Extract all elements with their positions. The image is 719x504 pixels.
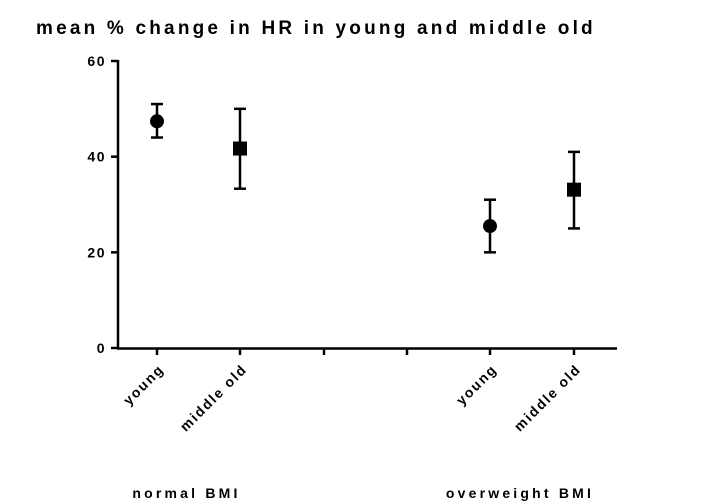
markers <box>150 114 581 234</box>
category-labels: young middle old young middle old <box>120 361 584 435</box>
data-point-square <box>233 141 247 156</box>
y-tick-label: 60 <box>87 53 106 69</box>
y-tick-label: 0 <box>97 340 106 356</box>
group-labels: normal BMI overweight BMI <box>132 485 594 501</box>
group-label: overweight BMI <box>446 485 594 501</box>
error-bars <box>151 102 580 254</box>
data-point-circle <box>483 219 497 234</box>
x-category-label: young <box>120 361 167 408</box>
x-category-label: middle old <box>177 361 251 435</box>
x-category-label: middle old <box>511 361 585 435</box>
x-category-label: young <box>453 361 500 408</box>
x-ticks <box>155 348 576 355</box>
axes <box>116 60 617 350</box>
y-tick-label: 20 <box>87 244 106 260</box>
data-point-square <box>567 182 581 197</box>
y-ticks: 0 20 40 60 <box>87 53 118 356</box>
chart-title: mean % change in HR in young and middle … <box>36 18 596 39</box>
y-tick-label: 40 <box>87 149 106 165</box>
data-point-circle <box>150 114 164 129</box>
group-label: normal BMI <box>132 485 240 501</box>
